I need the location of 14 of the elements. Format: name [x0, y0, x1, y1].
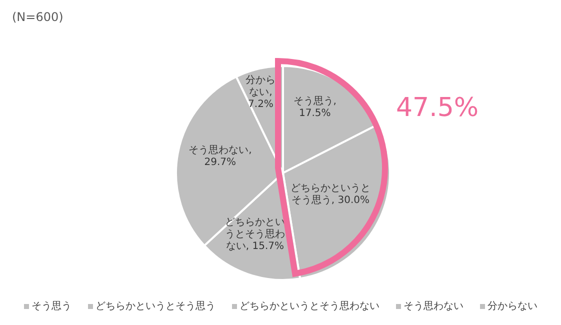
- legend-label: 分からない: [486, 300, 538, 313]
- legend-label: どちらかというとそう思う: [94, 300, 216, 313]
- chart-subtitle: (N=600): [12, 10, 64, 24]
- legend-label: どちらかというとそう思わない: [238, 300, 380, 313]
- text: 17.5%: [298, 108, 331, 119]
- category-label: 分からない,: [246, 74, 276, 98]
- category-label: そう思わない,: [188, 145, 252, 156]
- text: 29.7%: [204, 157, 236, 168]
- category-label: どちらかというとそう思う, 30.0%: [290, 182, 370, 206]
- text: 47.5%: [396, 93, 479, 123]
- legend-label: そう思う: [30, 300, 72, 313]
- legend-label: そう思わない: [402, 300, 464, 313]
- category-label: そう思う,: [293, 96, 336, 107]
- text: 7.2%: [248, 98, 274, 110]
